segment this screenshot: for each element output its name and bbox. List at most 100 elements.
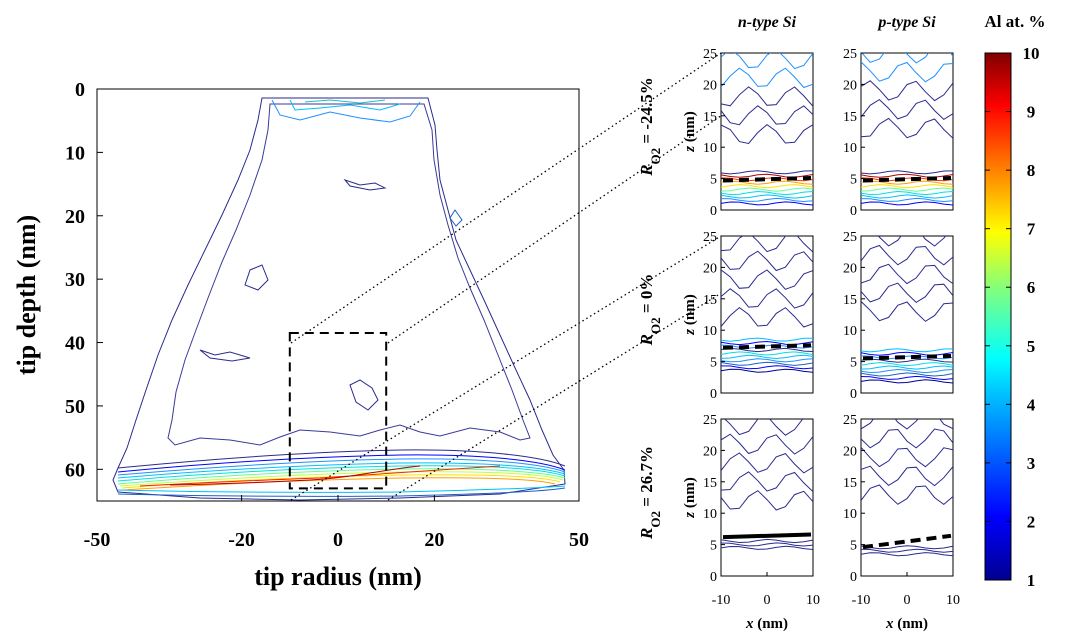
- contour-line: [861, 358, 953, 363]
- contour-line: [721, 452, 813, 474]
- contour-line: [861, 545, 953, 550]
- contour-line: [724, 419, 804, 436]
- contour-line: [861, 194, 953, 199]
- small-y-axis-label: z (nm): [682, 111, 698, 152]
- contour-line: [721, 197, 813, 203]
- colorbar-tick-label: 9: [1027, 103, 1036, 122]
- small-contours: [861, 53, 953, 206]
- column-headers: n-type Si p-type Si: [738, 14, 936, 31]
- contour-line: [721, 538, 813, 544]
- main-x-ticks: -50 -20 0 20 50: [84, 495, 589, 551]
- contour-line: [861, 263, 953, 285]
- contour-line: [721, 170, 813, 175]
- contour-line: [861, 372, 953, 377]
- small-panel-p-type-row-1: 0 5 10 15 20 25: [843, 47, 954, 219]
- contour-line: [721, 269, 813, 290]
- colorbar-tick-label: 8: [1027, 161, 1036, 180]
- connector-line: [290, 52, 722, 344]
- y-tick-label: 20: [65, 206, 85, 228]
- row-label-3: RO2 = 26.7%: [637, 446, 663, 540]
- y-tick-label: 10: [65, 142, 85, 164]
- x-tick-label: -10: [712, 593, 731, 608]
- x-tick-label: 20: [424, 529, 444, 551]
- y-tick-label: 10: [703, 324, 717, 339]
- contour-line: [861, 355, 953, 360]
- small-y-axis-label: z (nm): [682, 294, 698, 335]
- small-panels-grid: 0 5 10 15 20 25 z (nm) 0 5 10 15 20 25 RO2 = -24.5% 0 5…: [637, 47, 960, 632]
- contour-line: [861, 80, 953, 102]
- main-plot-frame: [96, 88, 580, 502]
- y-tick-label: 25: [843, 47, 857, 62]
- interface-line: [862, 533, 952, 550]
- y-tick-label: 5: [710, 356, 717, 371]
- small-contours: [721, 419, 813, 550]
- contour-line: [877, 236, 947, 247]
- small-contours: [861, 419, 953, 557]
- contour-line: [861, 177, 953, 182]
- contour-line: [721, 187, 813, 192]
- interface-line: [722, 532, 812, 540]
- y-tick-label: 25: [703, 413, 717, 428]
- y-tick-label: 50: [65, 396, 85, 418]
- x-tick-label: 10: [946, 593, 960, 608]
- main-contour-panel: -50 -20 0 20 50 0 10 20 30 40 50 60 tip radius (nm…: [12, 79, 589, 591]
- y-tick-label: 15: [703, 293, 717, 308]
- y-tick-label: 20: [843, 78, 857, 93]
- interface-line: [862, 175, 952, 183]
- contour-line: [721, 67, 813, 89]
- y-tick-label: 5: [850, 356, 857, 371]
- column-header-p-type: p-type Si: [876, 14, 936, 31]
- contour-line: [721, 471, 813, 493]
- contour-line: [721, 194, 813, 199]
- contour-line: [721, 201, 813, 206]
- contour-line: [861, 484, 953, 506]
- contour-line: [721, 177, 813, 182]
- y-tick-label: 30: [65, 269, 85, 291]
- small-y-axis-label: z (nm): [682, 477, 698, 518]
- colorbar-tick-label: 1: [1027, 571, 1036, 590]
- y-tick-label: 5: [850, 539, 857, 554]
- connector-line: [290, 235, 722, 501]
- y-tick-label: 60: [65, 459, 85, 481]
- contour-line: [861, 301, 953, 322]
- contour-line: [721, 184, 813, 189]
- main-y-ticks: 0 10 20 30 40 50 60: [65, 79, 103, 481]
- main-y-axis-label: tip depth (nm): [12, 215, 41, 375]
- y-tick-label: 40: [65, 333, 85, 355]
- contour-line: [861, 379, 953, 384]
- colorbar-tick-label: 4: [1027, 395, 1036, 414]
- interface-line: [722, 343, 812, 350]
- x-tick-label: -50: [84, 529, 111, 551]
- y-tick-label: 0: [850, 387, 857, 402]
- y-tick-label: 15: [843, 476, 857, 491]
- interface-line: [722, 175, 812, 183]
- y-tick-label: 15: [843, 293, 857, 308]
- contour-line: [861, 197, 953, 203]
- roi-box: [288, 332, 388, 490]
- small-panel-frame: [720, 52, 814, 211]
- contour-line: [861, 348, 953, 353]
- colorbar: Al at. % 1 2 3 4 5 6 7 8 9 10: [984, 12, 1045, 590]
- y-tick-label: 20: [703, 78, 717, 93]
- y-tick-label: 10: [703, 141, 717, 156]
- contour-line: [721, 236, 813, 253]
- contour-line: [861, 190, 953, 196]
- contour-line: [721, 433, 813, 455]
- contour-line: [861, 365, 953, 370]
- x-tick-label: -10: [852, 593, 871, 608]
- contour-line: [861, 368, 953, 374]
- small-panel-p-type-row-3: 0 5 10 15 20 25 -10 0 10 x (nm): [843, 413, 960, 632]
- small-contours: [861, 236, 953, 384]
- colorbar-tick-label: 5: [1027, 337, 1036, 356]
- contour-line: [861, 187, 953, 192]
- contour-line: [721, 190, 813, 196]
- y-tick-label: 10: [843, 507, 857, 522]
- y-tick-label: 10: [843, 324, 857, 339]
- y-tick-label: 25: [703, 47, 717, 62]
- small-panel-n-type-row-2: 0 5 10 15 20 25 z (nm): [682, 230, 814, 402]
- contour-line: [721, 105, 813, 126]
- x-tick-label: -20: [228, 529, 255, 551]
- y-tick-label: 0: [710, 387, 717, 402]
- colorbar-tick-label: 7: [1027, 220, 1036, 239]
